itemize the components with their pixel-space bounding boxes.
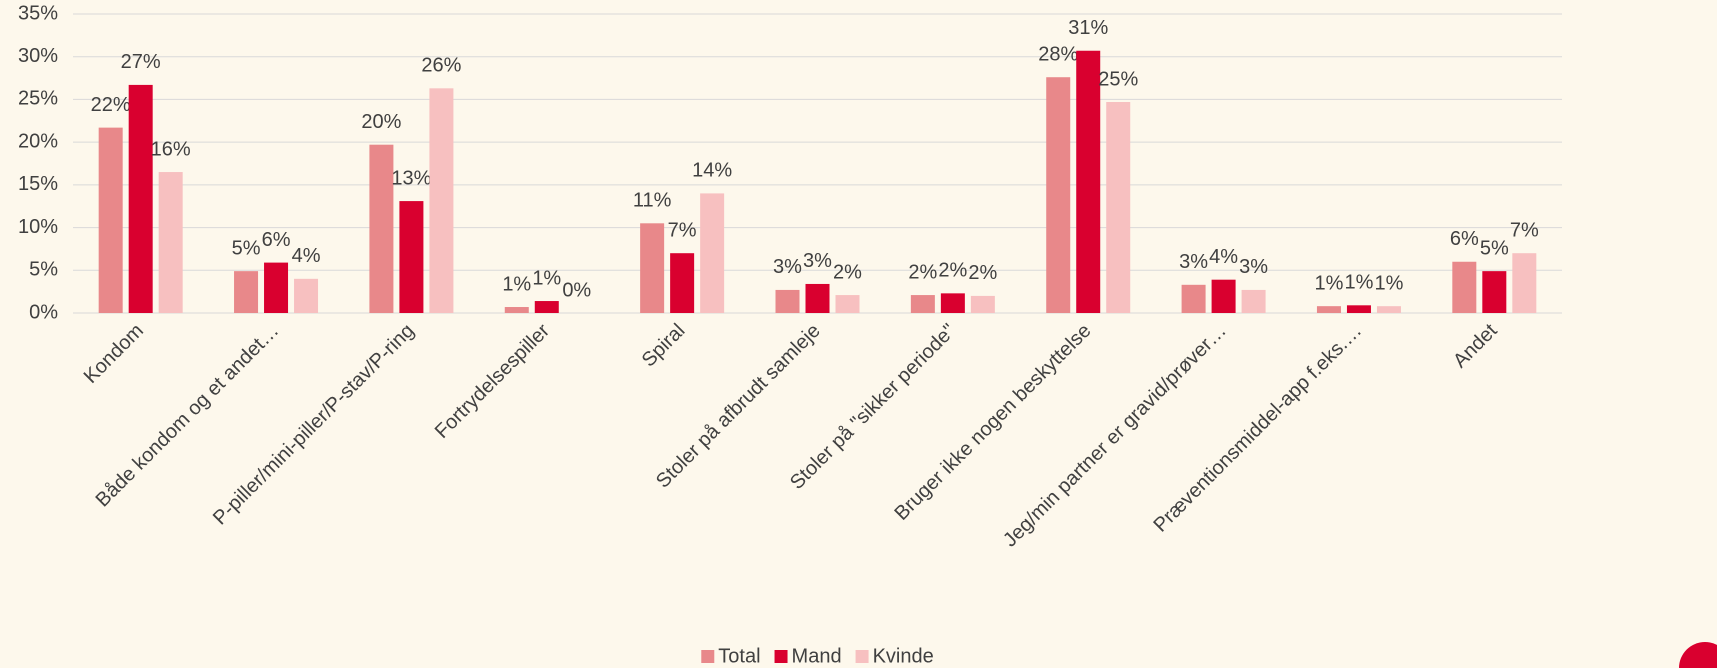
data-label: 6% [1450, 228, 1479, 250]
bar [910, 295, 935, 313]
legend-swatch [774, 650, 788, 663]
data-label: 3% [773, 256, 802, 278]
legend-label: Kvinde [873, 645, 934, 667]
bar [1482, 271, 1507, 313]
x-tick-label: Jeg/min partner er gravid/prøver… [999, 320, 1231, 552]
data-label: 1% [1345, 272, 1374, 294]
bar [369, 144, 394, 313]
bar [234, 271, 259, 313]
data-label: 20% [361, 111, 401, 133]
data-label: 16% [151, 138, 191, 160]
x-tick-label: Andet [1449, 319, 1502, 372]
bar [1346, 305, 1371, 313]
y-tick-label: 25% [18, 88, 58, 110]
legend-swatch [855, 650, 869, 663]
data-label: 1% [532, 267, 561, 289]
legend-label: Mand [792, 645, 842, 667]
corner-badge [1679, 642, 1717, 668]
legend: Total Mand Kvinde [701, 645, 934, 667]
legend-swatch [701, 650, 715, 663]
data-label: 13% [391, 167, 431, 189]
data-label: 7% [668, 219, 697, 241]
x-tick-label: Fortrydelsespiller [431, 319, 554, 442]
y-tick-label: 15% [18, 173, 58, 195]
bar [1046, 77, 1071, 314]
bar [1512, 253, 1537, 313]
data-label: 28% [1038, 43, 1078, 65]
bar [98, 127, 123, 314]
bar [534, 301, 559, 313]
data-label: 1% [1375, 272, 1404, 294]
bar [158, 172, 183, 313]
data-label: 22% [91, 94, 131, 116]
bar [1106, 101, 1131, 314]
data-label: 2% [908, 261, 937, 283]
bar [640, 223, 665, 313]
y-tick-label: 5% [29, 259, 58, 281]
data-label: 4% [1209, 246, 1238, 268]
bar [805, 283, 830, 313]
bar [128, 84, 153, 313]
legend-label: Total [718, 645, 760, 667]
data-label: 3% [1179, 251, 1208, 273]
bar [1316, 306, 1341, 313]
y-tick-label: 0% [29, 301, 58, 323]
data-label: 5% [232, 237, 261, 259]
bar [294, 278, 319, 313]
y-tick-label: 20% [18, 130, 58, 152]
data-label: 25% [1098, 68, 1138, 90]
bar [429, 88, 454, 313]
bar [670, 253, 695, 313]
data-label: 4% [292, 245, 321, 267]
data-label: 14% [692, 160, 732, 182]
data-label: 31% [1068, 17, 1108, 39]
bar [1211, 279, 1236, 313]
bar [399, 201, 424, 313]
data-label: 6% [262, 229, 291, 251]
bar [940, 293, 965, 313]
y-tick-label: 35% [18, 2, 58, 24]
data-label: 7% [1510, 219, 1539, 241]
bar [1452, 261, 1477, 313]
bar [1076, 50, 1101, 314]
bar [1376, 306, 1401, 313]
data-label: 1% [502, 273, 531, 295]
x-tick-label: Kondom [80, 320, 148, 388]
bar [264, 262, 289, 313]
x-tick-label: Spiral [638, 320, 690, 372]
y-tick-label: 10% [18, 216, 58, 238]
data-label: 1% [1315, 272, 1344, 294]
data-label: 5% [1480, 237, 1509, 259]
bar [1241, 289, 1266, 313]
bar [775, 289, 800, 313]
data-label: 11% [633, 190, 672, 212]
data-label: 0% [562, 279, 591, 301]
y-tick-label: 30% [18, 45, 58, 67]
data-label: 27% [121, 51, 161, 73]
data-label: 2% [833, 261, 862, 283]
data-label: 2% [968, 262, 997, 284]
bar [970, 295, 995, 313]
bar [835, 295, 860, 313]
bar [700, 193, 725, 313]
bar [504, 307, 529, 313]
data-label: 26% [421, 55, 461, 77]
data-label: 3% [803, 250, 832, 272]
bar [1181, 284, 1206, 313]
data-label: 3% [1239, 256, 1268, 278]
data-label: 2% [938, 260, 967, 282]
